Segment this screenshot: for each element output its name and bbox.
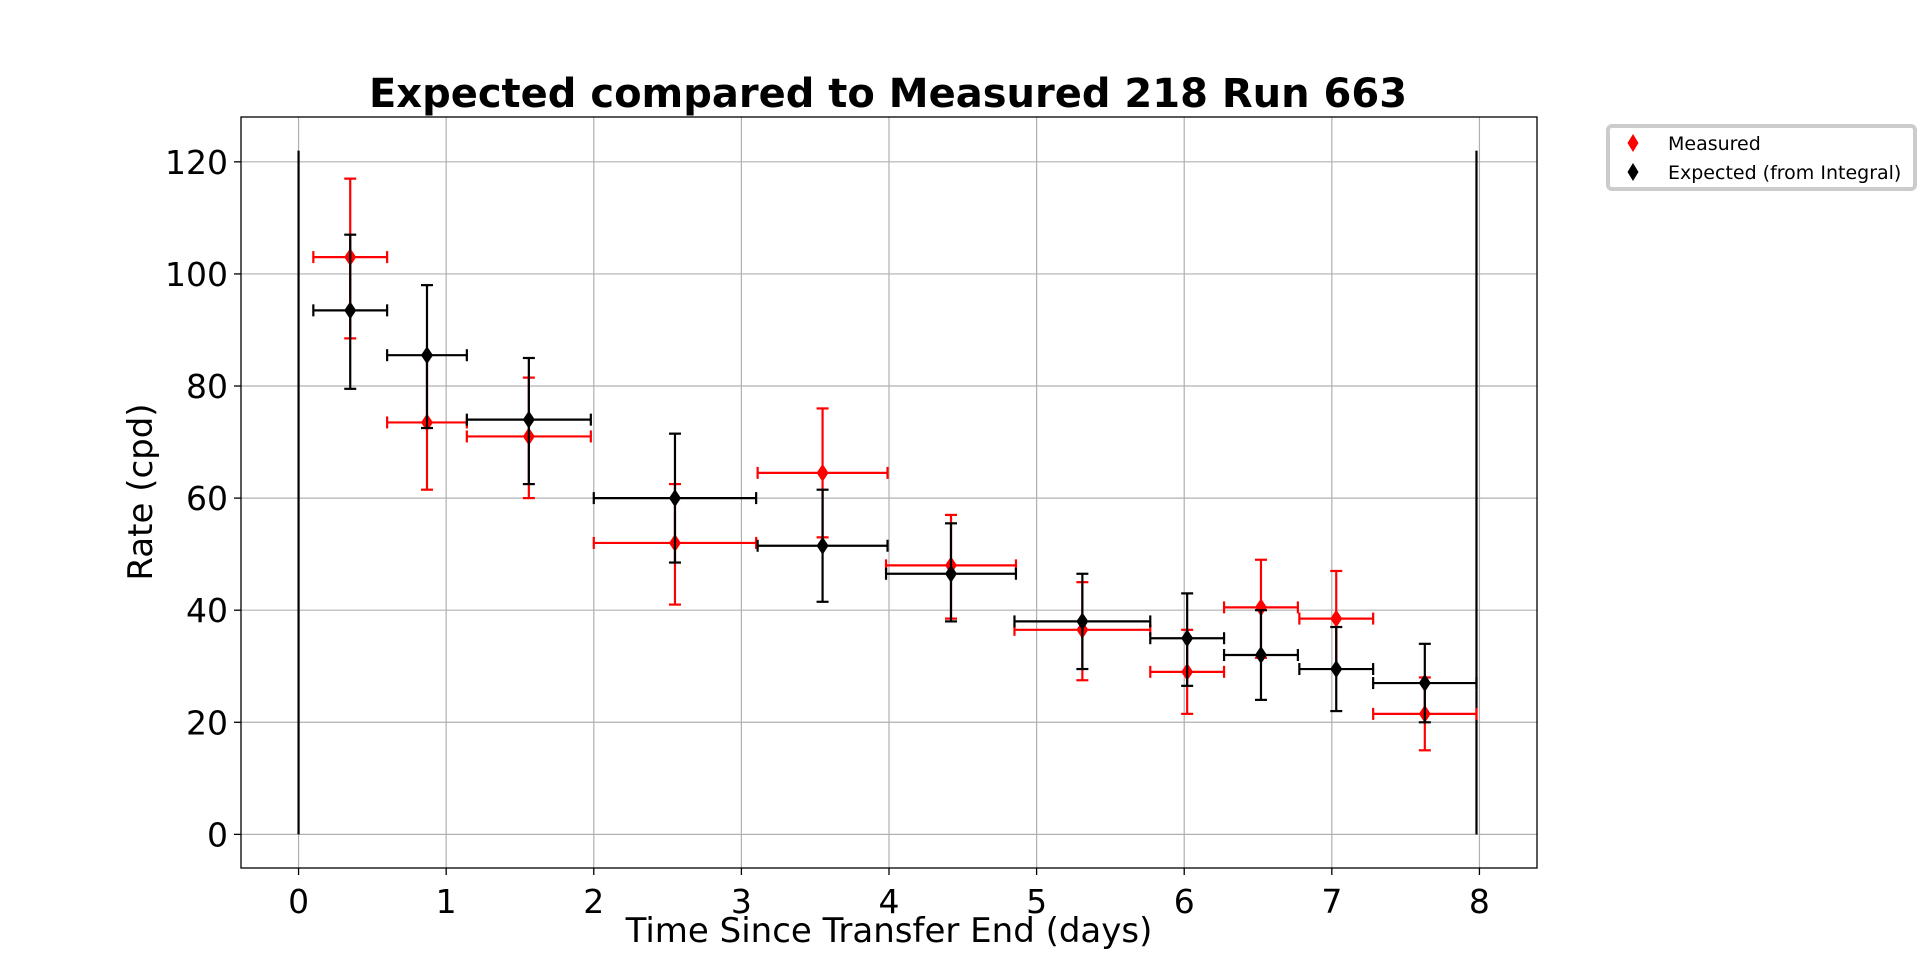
y-tick-label: 0 <box>207 815 228 854</box>
legend-label: Measured <box>1668 133 1761 155</box>
y-tick-label: 40 <box>186 591 228 630</box>
data-point-marker <box>344 301 357 320</box>
data-point-marker <box>1254 646 1267 665</box>
y-tick-label: 20 <box>186 703 228 742</box>
x-tick-label: 3 <box>731 882 752 921</box>
y-tick-label: 60 <box>186 479 228 518</box>
x-tick-label: 0 <box>288 882 309 921</box>
data-point-marker <box>816 536 829 555</box>
data-point-marker <box>1330 660 1343 679</box>
series-expected <box>312 233 1478 724</box>
data-layer <box>312 177 1478 752</box>
reference-lines <box>297 150 1478 835</box>
grid-layer <box>241 117 1537 868</box>
x-axis-label: Time Since Transfer End (days) <box>625 911 1153 951</box>
chart-title: Expected compared to Measured 218 Run 66… <box>369 71 1407 117</box>
x-tick-label: 6 <box>1174 882 1195 921</box>
x-tick-label: 8 <box>1469 882 1490 921</box>
data-point-marker <box>668 489 681 508</box>
x-tick-label: 1 <box>436 882 457 921</box>
x-tick-label: 7 <box>1321 882 1342 921</box>
x-tick-label: 5 <box>1026 882 1047 921</box>
y-axis-label: Rate (cpd) <box>121 403 161 580</box>
data-point-marker <box>1254 598 1267 617</box>
data-point-marker <box>1330 609 1343 628</box>
data-point-marker <box>1076 612 1089 631</box>
data-point-marker <box>1418 674 1431 693</box>
data-point-marker <box>522 410 535 429</box>
y-tick-label: 100 <box>165 255 228 294</box>
legend-marker <box>1627 163 1639 181</box>
legend-label: Expected (from Integral) <box>1668 162 1901 184</box>
data-point-marker <box>1181 629 1194 648</box>
series-measured <box>312 177 1478 752</box>
legend-box <box>1606 124 1917 191</box>
x-tick-label: 4 <box>879 882 900 921</box>
x-tick-label: 2 <box>583 882 604 921</box>
legend: Measured Expected (from Integral) <box>1606 124 1917 191</box>
y-tick-label: 120 <box>165 143 228 182</box>
data-point-marker <box>816 463 829 482</box>
data-point-marker <box>944 564 957 583</box>
y-tick-label: 80 <box>186 367 228 406</box>
legend-marker <box>1627 134 1639 152</box>
data-point-marker <box>420 346 433 365</box>
